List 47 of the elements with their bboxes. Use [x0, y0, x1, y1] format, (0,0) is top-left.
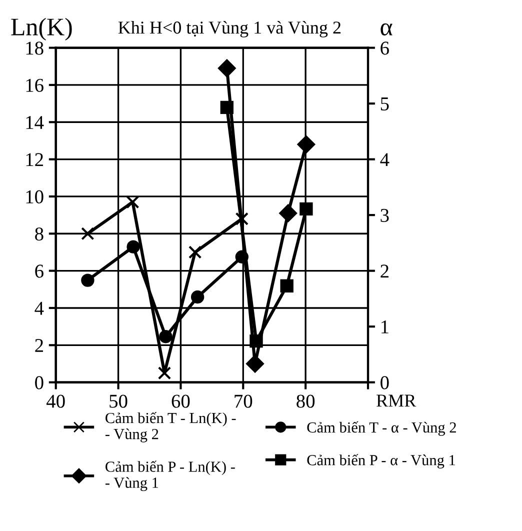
- point: [279, 204, 297, 222]
- y2-tick-label: 0: [380, 376, 389, 390]
- y2-tick-label: 6: [380, 42, 389, 55]
- y-tick-label: 2: [35, 339, 43, 352]
- point: [159, 330, 172, 344]
- point: [235, 212, 248, 226]
- legend-label: Cảm biến P - Ln(K) - - Vùng 1: [105, 460, 235, 492]
- point: [297, 136, 316, 154]
- y2-axis-title: α: [380, 23, 392, 36]
- y-tick-label: 0: [35, 376, 44, 390]
- point: [126, 195, 140, 209]
- point: [126, 240, 140, 254]
- point: [190, 290, 204, 304]
- y2-tick-label: 2: [380, 264, 388, 278]
- y2-tick-label: 4: [380, 153, 390, 166]
- y2-tick-label: 1: [382, 320, 388, 334]
- y-tick-label: 14: [26, 116, 44, 129]
- y-tick-label: 6: [35, 264, 44, 278]
- y-axis-title: Ln(K): [11, 18, 72, 41]
- y-tick-label: 16: [26, 78, 44, 92]
- point: [220, 100, 234, 114]
- y2-tick-label: 3: [380, 208, 389, 222]
- point: [188, 246, 202, 259]
- x-tick-label: 60: [172, 394, 190, 408]
- legend-label: Cảm biến P - α - Vùng 1: [307, 454, 456, 468]
- point: [158, 366, 172, 380]
- y-tick-label: 10: [26, 190, 44, 204]
- x-tick-label: 80: [296, 394, 315, 408]
- point: [218, 59, 236, 78]
- x-tick-label: 50: [110, 394, 128, 408]
- legend-label: Cảm biến T - Ln(K) - - Vùng 2: [105, 412, 236, 442]
- point: [81, 274, 94, 287]
- point: [280, 279, 294, 292]
- point: [81, 227, 94, 240]
- x-tick-label: 40: [46, 394, 65, 408]
- y2-tick-label: 5: [380, 98, 389, 110]
- y-tick-label: 12: [26, 153, 43, 166]
- x-axis-title: RMR: [376, 394, 416, 407]
- point: [246, 354, 264, 373]
- chart-title: Khi H<0 tại Vùng 1 và Vùng 2: [118, 20, 341, 38]
- y-tick-label: 18: [26, 42, 44, 55]
- y-tick-label: 8: [35, 227, 44, 241]
- point: [300, 202, 313, 216]
- legend-label: Cảm biến T - α - Vùng 2: [307, 421, 456, 436]
- point: [250, 334, 263, 348]
- y-tick-label: 4: [34, 302, 44, 315]
- x-tick-label: 70: [234, 394, 252, 408]
